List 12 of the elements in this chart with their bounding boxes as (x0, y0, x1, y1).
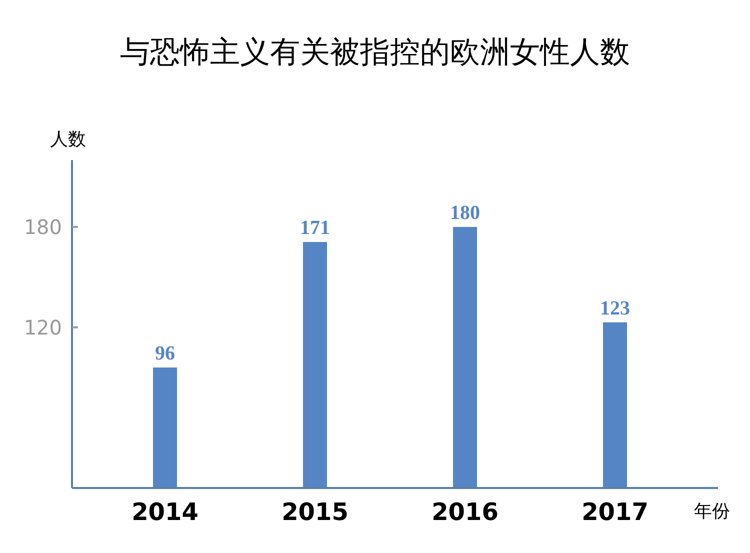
data-label: 123 (600, 297, 630, 320)
x-tick-label: 2017 (582, 498, 648, 526)
x-tick-label: 2015 (282, 498, 348, 526)
data-label: 96 (155, 342, 175, 365)
x-tick-label: 2016 (432, 498, 498, 526)
chart-title: 与恐怖主义有关被指控的欧洲女性人数 (120, 35, 630, 70)
data-label: 171 (300, 217, 330, 239)
x-axis-title: 年份 (694, 501, 730, 522)
y-axis-title: 人数 (50, 129, 86, 150)
x-tick-label: 2014 (132, 498, 198, 526)
y-tick-label: 120 (24, 315, 62, 340)
data-label: 180 (450, 202, 480, 224)
